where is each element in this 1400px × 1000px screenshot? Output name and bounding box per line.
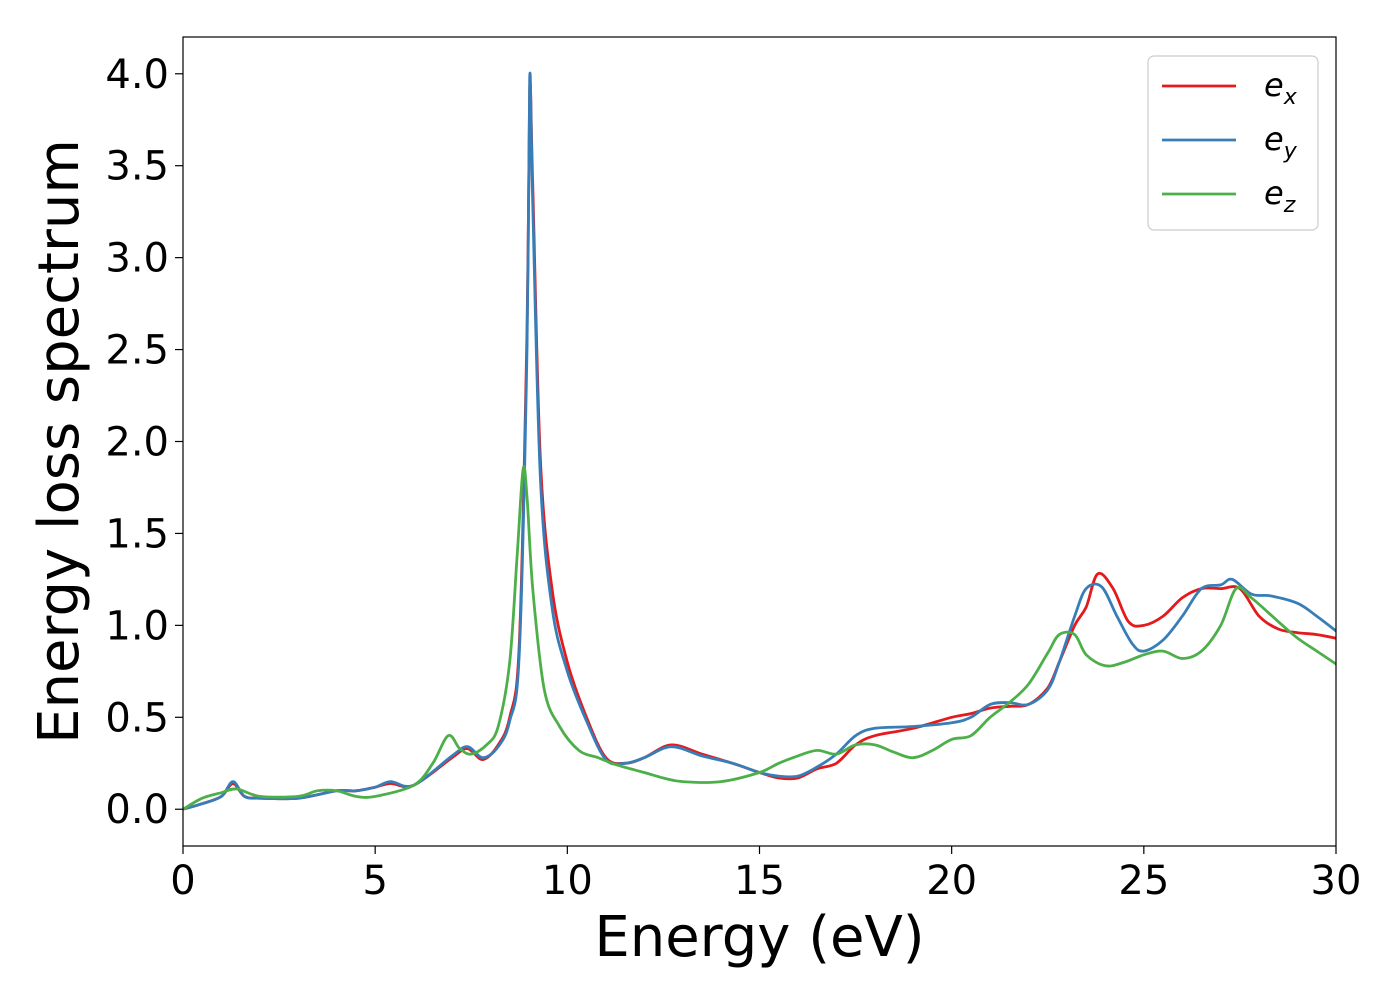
x-tick-label: 25 [1118,858,1169,904]
x-tick-label: 30 [1311,858,1362,904]
series-line-ez [183,465,1336,811]
y-tick-label: 2.0 [105,420,169,466]
y-tick-label: 4.0 [105,52,169,98]
y-tick-label: 0.5 [105,695,169,741]
x-tick-label: 5 [362,858,387,904]
x-tick-label: 15 [734,858,785,904]
legend-label-ex: ex [1264,66,1298,110]
x-axis-title: Energy (eV) [594,905,924,970]
y-tick-label: 0.0 [105,787,169,833]
y-axis-ticks: 0.0 0.5 1.0 1.5 2.0 2.5 3.0 3.5 4.0 [105,52,183,833]
x-axis-ticks: 0 5 10 15 20 25 30 [170,846,1361,904]
y-tick-label: 1.5 [105,511,169,557]
x-tick-label: 10 [542,858,593,904]
y-tick-label: 3.5 [105,144,169,190]
x-tick-label: 20 [926,858,977,904]
series-layer [183,71,1336,811]
y-tick-label: 1.0 [105,603,169,649]
y-tick-label: 2.5 [105,328,169,374]
legend-label-ez: ez [1264,174,1296,218]
legend-label-ey: ey [1264,120,1298,164]
y-axis-title: Energy loss spectrum [27,139,92,744]
legend: ex ey ez [1147,55,1319,231]
legend-box [1147,55,1319,231]
x-tick-label: 0 [170,858,195,904]
y-tick-label: 3.0 [105,236,169,282]
